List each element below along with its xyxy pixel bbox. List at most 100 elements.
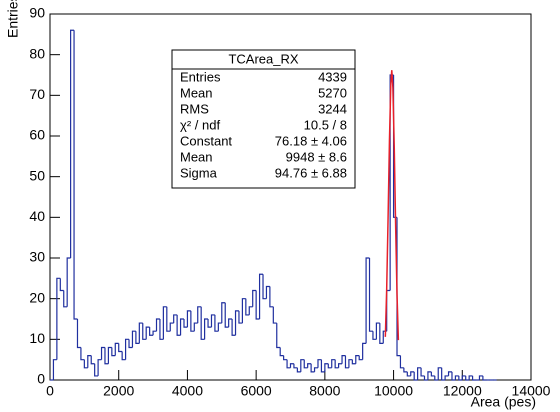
- histogram-step: [59, 278, 64, 292]
- histogram-step: [204, 318, 209, 340]
- stats-value: 94.76 ± 6.88: [275, 165, 347, 180]
- stats-label: Sigma: [180, 165, 218, 180]
- histogram-step: [399, 355, 404, 369]
- histogram-step: [207, 319, 212, 328]
- histogram-step: [104, 347, 109, 365]
- histogram-step: [83, 359, 88, 369]
- histogram-step: [454, 375, 459, 380]
- histogram-step: [468, 375, 473, 380]
- histogram-step: [200, 306, 205, 340]
- histogram-step: [300, 359, 305, 372]
- histogram-step: [313, 367, 318, 372]
- histogram-step: [265, 285, 270, 299]
- histogram-step: [262, 274, 267, 300]
- histogram-step: [310, 363, 315, 373]
- fit-curve: [384, 70, 400, 341]
- histogram-step: [427, 371, 432, 380]
- histogram-step: [107, 346, 112, 364]
- histogram-step: [307, 363, 312, 368]
- histogram-step: [351, 359, 356, 365]
- histogram-step: [296, 367, 301, 373]
- histogram-step: [152, 330, 157, 336]
- histogram-step: [121, 351, 126, 361]
- histogram-step: [403, 367, 408, 373]
- histogram-step: [417, 367, 422, 380]
- histogram-step: [272, 306, 277, 324]
- histogram-step: [193, 322, 198, 332]
- histogram-step: [138, 322, 143, 344]
- stats-value: 3244: [318, 101, 347, 116]
- histogram-step: [162, 306, 167, 340]
- y-tick-label: 70: [29, 86, 45, 102]
- y-tick-label: 90: [29, 5, 45, 21]
- histogram-step: [420, 367, 425, 377]
- histogram-step: [327, 363, 332, 369]
- histogram-step: [372, 331, 377, 340]
- histogram-step: [183, 319, 188, 328]
- histogram-step: [423, 375, 428, 381]
- histogram-step: [344, 355, 349, 369]
- histogram-step: [269, 286, 274, 308]
- histogram-step: [379, 323, 384, 344]
- histogram-step: [245, 298, 250, 316]
- x-tick-label: 4000: [172, 383, 203, 399]
- x-tick-label: 14000: [512, 383, 551, 399]
- histogram-step: [283, 355, 288, 361]
- histogram-step: [413, 371, 418, 381]
- histogram-step: [447, 371, 452, 376]
- histogram-step: [179, 318, 184, 336]
- histogram-step: [279, 347, 284, 357]
- y-tick-label: 30: [29, 249, 45, 265]
- histogram-step: [111, 347, 116, 357]
- histogram-step: [320, 359, 325, 373]
- histogram-step: [63, 290, 68, 308]
- histogram-step: [252, 289, 257, 307]
- histogram-step: [478, 375, 483, 380]
- histogram-step: [173, 314, 178, 324]
- histogram-step: [97, 359, 102, 376]
- histogram-step: [441, 367, 446, 381]
- stats-label: RMS: [180, 101, 209, 116]
- histogram-step: [210, 314, 215, 328]
- plot-frame: [49, 13, 532, 381]
- histogram-step: [128, 339, 133, 349]
- stats-value: 5270: [318, 85, 347, 100]
- histogram-step: [169, 322, 174, 332]
- histogram-step: [145, 326, 150, 340]
- stats-label: Constant: [180, 133, 232, 148]
- histogram-step: [248, 306, 253, 315]
- histogram-step: [234, 310, 239, 336]
- histogram-step: [124, 338, 130, 360]
- y-tick-label: 10: [29, 330, 45, 346]
- histogram-step: [135, 331, 140, 344]
- histogram-step: [217, 322, 222, 332]
- x-axis-label: Area (pes): [471, 394, 536, 410]
- histogram-step: [334, 359, 339, 369]
- histogram-step: [231, 319, 236, 336]
- y-tick-label: 40: [29, 208, 45, 224]
- stats-box: [171, 49, 356, 189]
- histogram-step: [94, 363, 99, 377]
- histogram-step: [355, 355, 360, 364]
- histogram-step: [331, 359, 336, 368]
- stats-value: 4339: [318, 69, 347, 84]
- y-tick-label: 80: [29, 45, 45, 61]
- histogram-step: [159, 319, 164, 340]
- histogram-step: [338, 363, 343, 368]
- histogram-step: [286, 359, 291, 369]
- histogram-step: [255, 290, 260, 320]
- histogram-step: [149, 327, 154, 336]
- histogram-step: [258, 273, 264, 319]
- histogram-step: [444, 375, 449, 380]
- stats-label: Entries: [180, 69, 221, 84]
- histogram-step: [155, 318, 160, 332]
- histogram-step: [238, 310, 243, 324]
- histogram-step: [186, 310, 191, 328]
- histogram-step: [118, 343, 123, 353]
- y-tick-label: 50: [29, 167, 45, 183]
- histogram-step: [348, 359, 353, 368]
- histogram-step: [451, 371, 456, 381]
- histogram-step: [324, 363, 329, 372]
- y-tick-label: 60: [29, 127, 45, 143]
